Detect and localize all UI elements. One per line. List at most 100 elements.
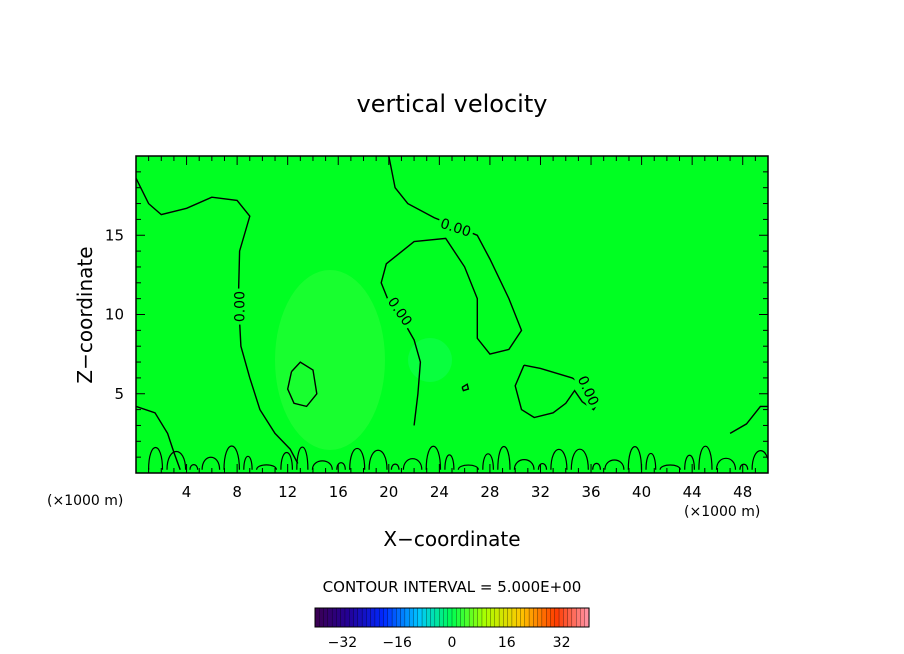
colorbar-cell (477, 607, 483, 628)
x-tick-labels: 4 8 12 16 20 24 28 32 36 40 44 48 (182, 483, 752, 501)
colorbar-cell (366, 607, 372, 628)
left-zero-contour (136, 177, 299, 464)
colorbar-cell (464, 607, 470, 628)
colorbar-cell (550, 607, 556, 628)
colorbar-cell (404, 607, 410, 628)
colorbar-tick-label: 0 (448, 635, 457, 651)
colorbar-cell (507, 607, 513, 628)
colorbar-cell (520, 607, 526, 628)
colorbar-cell (541, 607, 547, 628)
colorbar-cell (546, 607, 552, 628)
x-tick-label: 28 (480, 483, 499, 501)
colorbar-cell (417, 607, 423, 628)
colorbar-cell (413, 607, 419, 628)
colorbar-cell (558, 607, 564, 628)
colorbar-cell (383, 607, 389, 628)
colorbar-cell (567, 607, 573, 628)
colorbar-cell (353, 607, 359, 628)
y-tick-label: 15 (105, 226, 124, 244)
colorbar-tick-label: −16 (382, 635, 412, 651)
colorbar-cell (498, 607, 504, 628)
colorbar (314, 607, 590, 628)
colorbar-cell (314, 607, 320, 628)
colorbar-cell (494, 607, 500, 628)
small-dot-contour (461, 383, 470, 392)
colorbar-cell (331, 607, 337, 628)
colorbar-cell (409, 607, 415, 628)
colorbar-cell (554, 607, 560, 628)
colorbar-cell (439, 607, 444, 628)
contour-label: 0.00 (233, 291, 249, 322)
field-variation (275, 270, 385, 450)
contour-label-bg (573, 370, 604, 411)
lower-left-contour (136, 405, 181, 471)
y-tick-label: 10 (105, 306, 124, 324)
colorbar-tick-label: 32 (553, 635, 571, 651)
colorbar-cell (456, 607, 462, 628)
colorbar-cell (451, 607, 457, 628)
colorbar-cell (516, 607, 522, 628)
colorbar-cell (537, 607, 543, 628)
colorbar-cell (357, 607, 363, 628)
colorbar-cell (349, 607, 355, 628)
colorbar-cell (533, 607, 539, 628)
island-contour (286, 361, 318, 408)
x-tick-label: 16 (329, 483, 348, 501)
colorbar-tick-labels: −32 −16 0 16 32 (328, 635, 571, 651)
colorbar-tick-label: −32 (328, 635, 358, 651)
y-tick-labels: 5 10 15 (105, 226, 124, 403)
surface-contours (148, 445, 768, 471)
colorbar-cell (361, 607, 367, 628)
colorbar-cell (473, 607, 479, 628)
x-units-right: (×1000 m) (684, 504, 760, 520)
colorbar-cell (340, 607, 346, 628)
x-tick-label: 12 (278, 483, 297, 501)
x-tick-label: 48 (733, 483, 752, 501)
colorbar-cell (323, 607, 329, 628)
colorbar-cell (430, 607, 436, 628)
colorbar-cell (400, 607, 406, 628)
colorbar-cell (447, 607, 453, 628)
colorbar-cell (571, 607, 577, 628)
x-tick-label: 40 (632, 483, 651, 501)
plot-area: 0.00 0.000.000.00 (135, 155, 769, 474)
colorbar-cell (336, 607, 342, 628)
x-tick-label: 24 (430, 483, 449, 501)
colorbar-cell (396, 607, 402, 628)
tick-marks (136, 156, 768, 473)
colorbar-frame (314, 607, 590, 628)
colorbar-cell (379, 607, 385, 628)
contour-label-bg (231, 288, 248, 325)
colorbar-cell (481, 607, 487, 628)
field-variation (408, 338, 452, 382)
colorbar-cell (524, 607, 530, 628)
x-tick-label: 36 (581, 483, 600, 501)
colorbar-cell (327, 607, 333, 628)
x-tick-label: 20 (379, 483, 398, 501)
x-tick-label: 4 (182, 483, 192, 501)
colorbar-cell (468, 607, 474, 628)
x-tick-label: 32 (531, 483, 550, 501)
colorbar-cell (563, 607, 569, 628)
y-tick-label: 5 (114, 385, 124, 403)
colorbar-cell (391, 607, 397, 628)
colorbar-cell (460, 607, 466, 628)
colorbar-cell (511, 607, 517, 628)
x-tick-label: 44 (683, 483, 702, 501)
colorbar-cell (580, 607, 586, 628)
contour-interval-text: CONTOUR INTERVAL = 5.000E+00 (323, 578, 582, 596)
colorbar-cell (319, 607, 325, 628)
colorbar-cell (344, 607, 350, 628)
x-units-left: (×1000 m) (47, 493, 123, 509)
colorbar-cell (443, 607, 449, 628)
contour-label-bg (436, 214, 476, 241)
colorbar-cell (434, 607, 440, 628)
colorbar-cell (486, 607, 492, 628)
velocity-field (136, 156, 768, 473)
colorbar-cell (503, 607, 509, 628)
colorbar-cell (387, 607, 393, 628)
y-axis-label: Z−coordinate (73, 246, 97, 383)
right-edge-contour (729, 405, 768, 435)
x-axis-label: X−coordinate (383, 527, 520, 551)
